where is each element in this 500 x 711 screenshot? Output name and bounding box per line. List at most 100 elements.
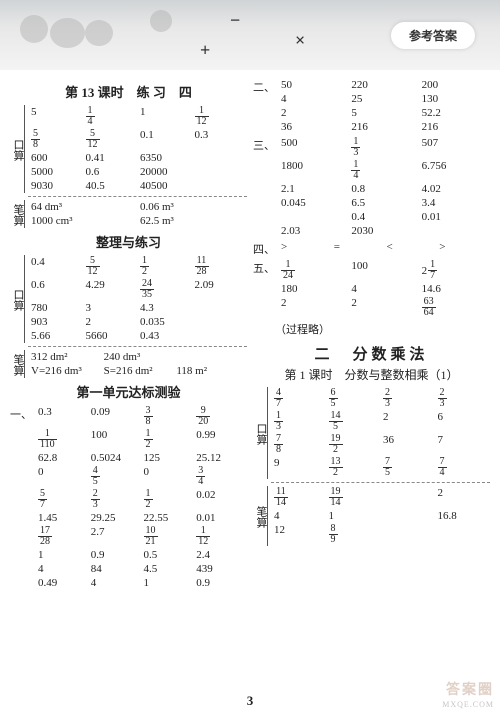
section-number: 一、 — [10, 405, 32, 590]
answer-cell: 1 — [138, 105, 193, 128]
banner-blob — [150, 10, 172, 32]
process-omitted-note: （过程略） — [275, 321, 490, 337]
answer-cell: 1110 — [36, 428, 89, 451]
answer-key-badge: 参考答案 — [391, 22, 475, 49]
answer-cell: 4 — [36, 562, 89, 576]
block-label: 口算 — [10, 255, 24, 343]
answer-cell: 125 — [142, 451, 195, 465]
answer-cell: 2435 — [138, 278, 193, 301]
answer-cell — [193, 329, 248, 343]
section-number: 四、 — [253, 240, 275, 257]
answer-cell: 14 — [349, 159, 419, 182]
plus-icon: + — [200, 40, 210, 61]
answer-cell: 14.6 — [420, 282, 490, 296]
answer-cell: 507 — [420, 136, 490, 159]
block-label: 笔算 — [10, 200, 24, 228]
answer-cell: 2 — [349, 296, 419, 319]
section-1: 一、 0.30.09389201110100120.9962.80.502412… — [10, 405, 247, 590]
answer-cell: 0.99 — [194, 428, 247, 451]
lesson-subheading: 第 1 课时 分数与整数相乘（1） — [253, 366, 490, 383]
answer-cell: 78 — [272, 433, 327, 456]
answer-cell: 2 — [84, 315, 139, 329]
answer-cell: 14 — [84, 105, 139, 128]
answer-cell: 4.5 — [142, 562, 195, 576]
answer-cell: 9030 — [29, 179, 84, 193]
answer-cell: 6.5 — [349, 196, 419, 210]
answer-cell: 5000 — [29, 165, 84, 179]
answer-cell — [174, 350, 247, 364]
answer-cell — [193, 301, 248, 315]
answer-cell: 0.6 — [29, 278, 84, 301]
answer-cell: S=216 dm² — [102, 364, 175, 378]
answer-cell: 6364 — [420, 296, 490, 319]
answer-cell: 4.3 — [138, 301, 193, 315]
answer-cell: 2.03 — [279, 224, 349, 238]
section-heading: 整理与练习 — [10, 232, 247, 251]
section-number: 三、 — [253, 136, 275, 238]
divider — [28, 346, 247, 347]
answer-cell: 112 — [194, 525, 247, 548]
answer-cell: 12 — [142, 428, 195, 451]
answer-cell: 62.8 — [36, 451, 89, 465]
answer-cell: 74 — [436, 456, 491, 479]
page-number: 3 — [0, 693, 500, 709]
answer-cell: 0.035 — [138, 315, 193, 329]
answer-cell: 5660 — [84, 329, 139, 343]
mental-math-block: 口算 0.45121211280.64.2924352.0978034.3903… — [10, 255, 247, 343]
answer-cell: 4 — [349, 282, 419, 296]
answer-cell: 29.25 — [89, 511, 142, 525]
answer-cell: V=216 dm³ — [29, 364, 102, 378]
answer-cell: 2.09 — [193, 278, 248, 301]
banner-blob — [85, 20, 113, 46]
answer-cell: < — [385, 240, 438, 254]
answer-cell: 23 — [436, 387, 491, 410]
answer-cell: 312 dm² — [29, 350, 102, 364]
answer-cell: 100 — [89, 428, 142, 451]
answer-cell: 0.5 — [142, 548, 195, 562]
answer-cell — [381, 509, 436, 523]
answer-cell: 36 — [381, 433, 436, 456]
answer-cell: 5 — [349, 106, 419, 120]
answer-cell: 1.45 — [36, 511, 89, 525]
answer-cell: 2 — [381, 410, 436, 433]
answer-cell: 4.29 — [84, 278, 139, 301]
answer-cell: 2 — [279, 296, 349, 319]
answer-cell: 65 — [327, 387, 382, 410]
answer-cell — [193, 165, 248, 179]
answer-cell: 0.41 — [84, 151, 139, 165]
answer-cell: 1 — [36, 548, 89, 562]
answer-cell: 36 — [279, 120, 349, 134]
section-4: 四、 >=<> — [253, 240, 490, 257]
answer-cell: 220 — [349, 78, 419, 92]
section-number: 五、 — [253, 259, 275, 319]
answer-cell: 23 — [381, 387, 436, 410]
answer-cell — [193, 315, 248, 329]
answer-cell: 62.5 m³ — [138, 214, 247, 228]
answer-cell: 600 — [29, 151, 84, 165]
answer-cell: 0.01 — [420, 210, 490, 224]
answer-cell: 0.5024 — [89, 451, 142, 465]
answer-cell: 45 — [89, 465, 142, 488]
written-math-block: 笔算 64 dm³0.06 m³1000 cm³62.5 m³ — [10, 200, 247, 228]
answer-cell: 57 — [36, 488, 89, 511]
chapter-heading: 二 分数乘法 — [253, 343, 490, 364]
answer-cell: 2.4 — [194, 548, 247, 562]
answer-cell: 50 — [279, 78, 349, 92]
answer-cell: 38 — [142, 405, 195, 428]
answer-cell: 192 — [327, 433, 382, 456]
answer-cell: 145 — [327, 410, 382, 433]
answer-cell: 124 — [279, 259, 349, 282]
answer-cell: 0 — [142, 465, 195, 488]
page-body: 第 13 课时 练 习 四 口算 5141112585120.10.36000.… — [0, 70, 500, 610]
answer-cell: 40500 — [138, 179, 193, 193]
answer-cell: 200 — [420, 78, 490, 92]
answer-cell: 23 — [89, 488, 142, 511]
answer-cell: 130 — [420, 92, 490, 106]
answer-cell: 5.66 — [29, 329, 84, 343]
answer-cell: 1114 — [272, 486, 327, 509]
answer-cell: 0.8 — [349, 182, 419, 196]
answer-cell: 64 dm³ — [29, 200, 138, 214]
answer-cell — [193, 151, 248, 165]
answer-cell: 89 — [327, 523, 382, 546]
divider — [271, 482, 490, 483]
